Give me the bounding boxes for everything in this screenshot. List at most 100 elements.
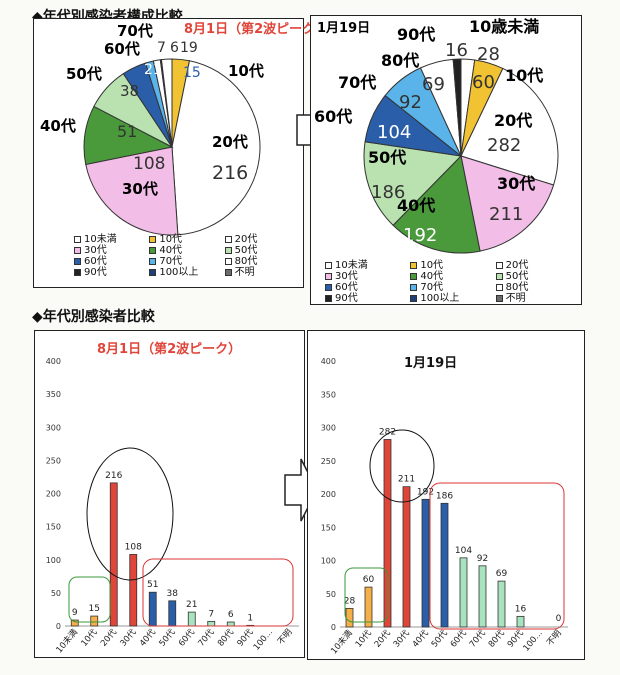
pie-value-label: 6	[170, 40, 179, 56]
x-tick-label: 100...	[521, 629, 544, 654]
y-tick-label: 350	[321, 390, 336, 399]
legend-label: 100以上	[420, 293, 460, 304]
legend-label: 10代	[159, 234, 183, 245]
highlight-ellipse	[369, 429, 435, 503]
x-tick-label: 40代	[410, 627, 431, 649]
legend-swatch	[325, 284, 332, 291]
pie-outer-label: 20代	[212, 133, 248, 151]
legend-label: 100以上	[159, 267, 199, 278]
pie-slice-2	[85, 146, 179, 236]
pie-outer-label: 70代	[117, 22, 153, 40]
pie-value-label: 16	[445, 40, 468, 61]
bar-value-label: 15	[89, 604, 100, 614]
bar-10代	[90, 615, 99, 627]
legend-item: 不明	[224, 267, 294, 278]
pie-outer-label: 80代	[381, 51, 419, 70]
pie-slice-2	[460, 67, 559, 186]
legend-swatch	[410, 295, 418, 302]
bar-value-label: 0	[556, 614, 562, 624]
bar-10未満	[345, 607, 354, 628]
bar-40代	[148, 591, 157, 627]
pie-value-label: 186	[371, 182, 405, 203]
legend-label: 70代	[420, 282, 444, 293]
legend-item: 20代	[224, 234, 294, 245]
bar-20代	[109, 482, 118, 627]
y-tick-label: 150	[46, 523, 61, 532]
bar-70代	[478, 565, 487, 628]
pie-outer-label: 70代	[338, 73, 376, 92]
legend-item: 80代	[495, 282, 575, 293]
legend-swatch	[325, 295, 332, 302]
legend-label: 50代	[505, 271, 529, 282]
legend-item: 10代	[149, 234, 218, 245]
legend-item: 100以上	[149, 267, 218, 278]
x-tick-label: 50代	[157, 626, 178, 648]
x-tick-label: 10代	[353, 627, 374, 649]
legend-swatch	[410, 262, 418, 269]
legend-label: 80代	[234, 256, 258, 267]
bar-70代	[207, 620, 216, 627]
legend-swatch	[224, 269, 232, 276]
legend-swatch	[224, 258, 232, 265]
y-tick-label: 250	[321, 457, 336, 466]
bar-30代	[402, 486, 411, 628]
bar-value-label: 9	[72, 608, 78, 618]
bar-chart-title: 1月19日	[404, 356, 457, 371]
bar-value-label: 69	[496, 569, 508, 579]
bar-value-label: 60	[363, 575, 375, 585]
x-tick-label: 100...	[252, 628, 275, 653]
legend-label: 70代	[159, 256, 183, 267]
legend-swatch	[149, 236, 157, 243]
y-tick-label: 50	[326, 590, 336, 599]
bar-chart-title: 8月1日（第2波ピーク）	[97, 341, 241, 357]
pie-value-label: 28	[477, 44, 500, 65]
pie-legend-jan: 10未満 10代 20代 30代 40代 50代 60代 70代 80代 90代 100以上 不明	[325, 260, 575, 304]
legend-swatch	[495, 262, 503, 269]
legend-item: 40代	[410, 271, 489, 282]
legend-label: 80代	[505, 282, 529, 293]
bar-value-label: 1	[247, 613, 253, 623]
legend-item: 80代	[224, 256, 294, 267]
legend-label: 20代	[234, 234, 258, 245]
pie-slice-4	[392, 154, 481, 254]
highlight-box-green	[344, 567, 389, 623]
legend-label: 20代	[505, 260, 529, 271]
pie-outer-label: 30代	[122, 180, 158, 198]
x-tick-label: 20代	[98, 626, 119, 648]
pie-panel-jan: 1月19日 90代 10歳未満 80代 10代 70代 20代 60代 50代 30代 40代 28 6…	[310, 15, 582, 305]
y-tick-label: 400	[321, 357, 336, 366]
y-tick-label: 150	[321, 523, 336, 532]
x-tick-label: 不明	[545, 629, 564, 648]
y-tick-label: 200	[321, 490, 336, 499]
legend-swatch	[495, 295, 503, 302]
x-tick-label: 40代	[137, 626, 158, 648]
pie-value-label: 21	[144, 62, 162, 78]
y-tick-label: 50	[51, 589, 61, 598]
legend-item: 90代	[74, 267, 143, 278]
bar-value-label: 108	[125, 542, 142, 552]
y-tick-label: 300	[46, 423, 61, 432]
y-tick-label: 250	[46, 456, 61, 465]
legend-label: 40代	[159, 245, 183, 256]
legend-swatch	[224, 236, 232, 243]
legend-label: 30代	[84, 245, 107, 256]
legend-item: 20代	[495, 260, 575, 271]
bar-value-label: 282	[379, 427, 396, 437]
legend-item: 70代	[149, 256, 218, 267]
pie-slice-9	[160, 58, 173, 148]
x-tick-label: 60代	[176, 626, 197, 648]
legend-swatch	[495, 273, 503, 280]
legend-item: 60代	[325, 282, 404, 293]
legend-swatch	[149, 258, 157, 265]
bar-30代	[129, 554, 138, 627]
bar-value-label: 211	[398, 475, 415, 485]
legend-item: 10未満	[74, 234, 143, 245]
bar-value-label: 6	[228, 610, 234, 620]
pie-outer-label: 60代	[104, 40, 140, 58]
bar-chart-aug: 8月1日（第2波ピーク）050100150200250300350400910未…	[46, 341, 299, 655]
bar-50代	[440, 502, 449, 628]
pie-title: 8月1日（第2波ピーク）	[184, 21, 328, 37]
legend-item: 60代	[74, 256, 143, 267]
x-tick-label: 70代	[467, 627, 488, 649]
bar-value-label: 92	[477, 554, 488, 564]
